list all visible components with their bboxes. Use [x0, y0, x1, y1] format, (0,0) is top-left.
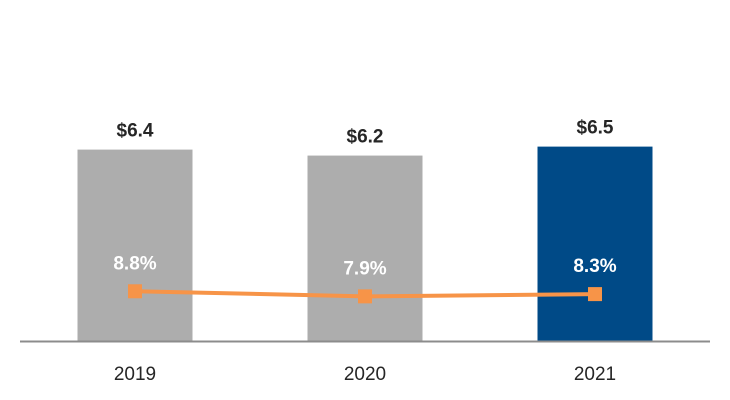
line-value-label-2019: 8.8%: [113, 253, 156, 274]
line-value-label-2021: 8.3%: [573, 256, 616, 277]
line-marker-2020: [358, 289, 372, 304]
line-marker-2021: [588, 287, 602, 302]
x-tick-label-2021: 2021: [574, 364, 616, 385]
bar-2021: [537, 146, 653, 341]
line-value-label-2020: 7.9%: [343, 258, 386, 279]
bar-value-label-2019: $6.4: [117, 121, 154, 142]
bar-value-label-2020: $6.2: [347, 127, 384, 148]
x-tick-label-2020: 2020: [344, 364, 386, 385]
bar-2020: [307, 155, 423, 341]
bar-value-label-2021: $6.5: [577, 118, 614, 139]
x-tick-label-2019: 2019: [114, 364, 156, 385]
line-marker-2019: [128, 284, 142, 299]
bar-2019: [77, 149, 193, 341]
